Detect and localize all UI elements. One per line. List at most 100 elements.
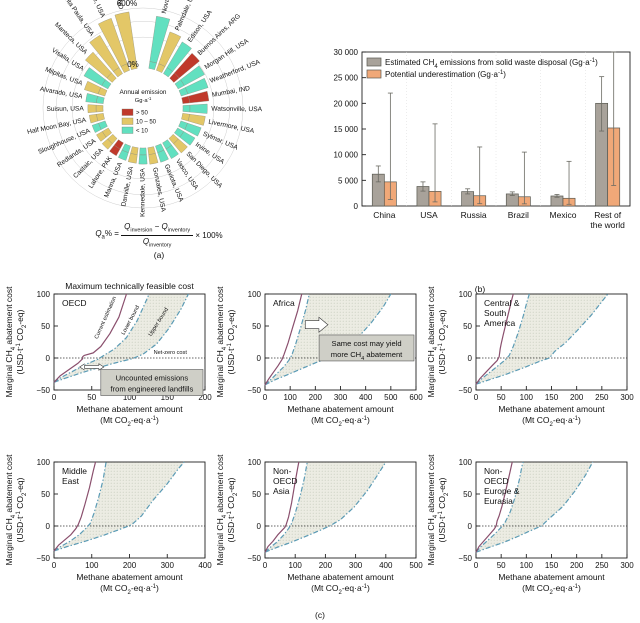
legend-item-label: < 10 <box>136 128 149 134</box>
polar-value-bar <box>148 153 159 165</box>
y-axis-unit: (USD·t-1 CO2-eq) <box>437 477 450 542</box>
uncertainty-band <box>476 294 608 385</box>
y-axis-label-group: Marginal CH4 abatement cost(USD·t-1 CO2-… <box>4 286 28 398</box>
y-tick-label: 100 <box>37 290 51 299</box>
uncertainty-band <box>54 294 189 383</box>
y-axis-label: Marginal CH4 abatement cost <box>426 286 439 398</box>
panel-c: 0 50 100 150 200 −50 0 50 100 Methane abatement a… <box>0 272 640 623</box>
region-label: America <box>484 318 515 328</box>
x-axis-label: Methane abatement amount <box>287 404 394 414</box>
panel-a-formula: Qa% = Qinversion − Qinventory Qinventory… <box>95 222 223 249</box>
polar-ring-segment <box>96 95 105 104</box>
legend-disc <box>104 69 182 147</box>
polar-city-label: Livermore, USA <box>208 119 256 136</box>
net-zero-label: Net-zero cost <box>154 350 188 356</box>
upper-bound-curve <box>475 293 609 385</box>
x-tick-label: 100 <box>289 561 303 570</box>
x-tick-label: 0 <box>52 561 57 570</box>
legend-unit: Gg·a-1 <box>135 96 152 105</box>
polar-value-bar <box>187 114 206 126</box>
radial-tick-600: 600% <box>117 0 137 8</box>
legend-label: Estimated CH4 emissions from solid waste… <box>385 58 598 70</box>
uncertainty-band <box>54 462 185 551</box>
polar-value-bar <box>165 144 179 159</box>
legend-swatch <box>121 117 134 125</box>
region-label: Non- <box>484 466 503 476</box>
y-tick-label: 50 <box>252 490 261 499</box>
x-tick-label: 100 <box>520 561 534 570</box>
callout-box <box>318 334 415 362</box>
x-axis-label: Methane abatement amount <box>76 572 183 582</box>
x-category-label: China <box>373 210 395 220</box>
y-tick-label: 50 <box>252 322 261 331</box>
x-tick-label: 200 <box>319 561 333 570</box>
x-tick-label: 250 <box>595 561 609 570</box>
y-tick-label: 30 000 <box>334 48 359 57</box>
x-tick-label: 150 <box>545 561 559 570</box>
y-tick-label: 100 <box>459 458 473 467</box>
polar-value-bar <box>109 144 121 156</box>
y-tick-label: −50 <box>458 386 472 395</box>
y-tick-label: 10 000 <box>334 151 359 160</box>
lower-bound-curve <box>53 293 150 383</box>
x-tick-label: 50 <box>497 561 506 570</box>
callout-text: Same cost may yield <box>332 339 402 348</box>
polar-value-bar <box>185 78 209 95</box>
region-label: OECD <box>273 476 298 486</box>
x-tick-label: 100 <box>85 561 99 570</box>
polar-value-bar <box>89 35 120 72</box>
y-tick-label: 100 <box>37 458 51 467</box>
region-label: Non- <box>273 466 292 476</box>
x-tick-label: 200 <box>570 393 584 402</box>
x-category-label: Mexico <box>550 210 577 220</box>
y-axis-unit: (USD·t-1 CO2-eq) <box>15 309 28 374</box>
polar-value-bar <box>189 103 208 114</box>
current-estimation-curve <box>475 293 514 385</box>
polar-value-bar <box>174 52 200 79</box>
x-axis-label: Methane abatement amount <box>287 572 394 582</box>
y-tick-label: −50 <box>36 386 50 395</box>
x-tick-label: 500 <box>384 393 398 402</box>
polar-value-bar <box>180 65 205 86</box>
current-estimation-curve <box>53 293 128 383</box>
x-tick-label: 100 <box>123 393 137 402</box>
legend-swatch <box>121 126 134 134</box>
legend-item-label: > 50 <box>136 110 149 116</box>
y-tick-label: 0 <box>354 202 359 211</box>
polar-city-label: Kennedale, USA <box>140 168 147 217</box>
y-tick-label: −50 <box>36 554 50 563</box>
y-tick-label: 100 <box>248 290 262 299</box>
y-axis-unit: (USD·t-1 CO2-eq) <box>437 309 450 374</box>
x-tick-label: 250 <box>595 393 609 402</box>
polar-ring-segment <box>95 104 104 113</box>
y-tick-label: 50 <box>463 490 472 499</box>
upper-bound-curve <box>475 461 594 553</box>
x-tick-label: 200 <box>570 561 584 570</box>
current-estimation-curve <box>53 461 97 552</box>
region-label: Asia <box>273 486 290 496</box>
polar-value-bar <box>89 114 99 124</box>
y-tick-label: 0 <box>46 522 51 531</box>
callout-box <box>100 369 204 396</box>
x-tick-label: 200 <box>309 393 323 402</box>
polar-ring-segment <box>139 147 147 156</box>
region-label: East <box>62 476 80 486</box>
polar-ring-segment <box>182 104 191 113</box>
region-label: Middle <box>62 466 87 476</box>
region-label: Africa <box>273 298 295 308</box>
polar-value-bar <box>96 131 107 142</box>
x-category-label: Brazil <box>508 210 529 220</box>
x-tick-label: 0 <box>263 393 268 402</box>
polar-value-bar <box>157 149 169 163</box>
callout-text: from engineered landfills <box>111 385 194 394</box>
uncertainty-band <box>265 462 386 553</box>
y-axis-label: Marginal CH4 abatement cost <box>215 454 228 566</box>
polar-value-bar <box>188 90 210 104</box>
y-axis-label: Marginal CH4 abatement cost <box>426 454 439 566</box>
y-axis-label-group: Marginal CH4 abatement cost(USD·t-1 CO2-… <box>215 286 239 398</box>
region-label: Eurasia <box>484 496 513 506</box>
